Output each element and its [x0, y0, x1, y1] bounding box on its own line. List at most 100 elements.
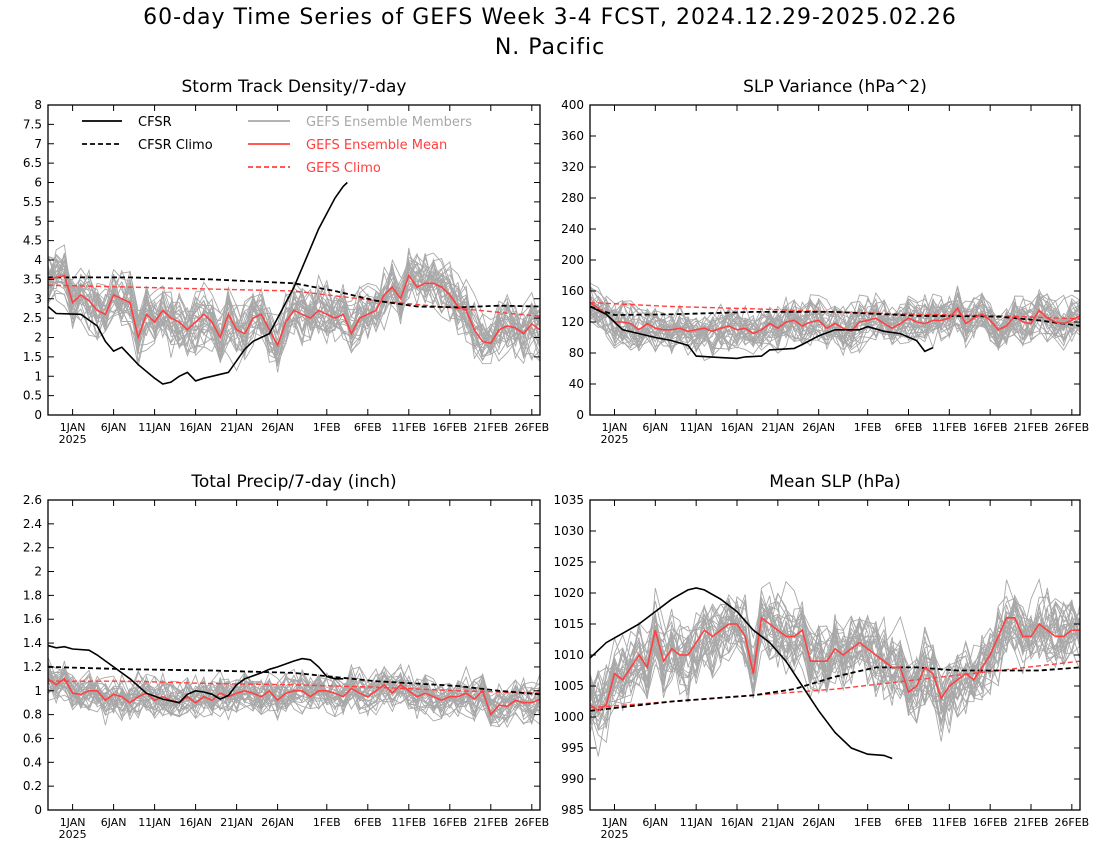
chart-panel-3: Total Precip/7-day (inch)00.20.40.60.811… — [23, 472, 549, 841]
x-tick-label: 6JAN — [101, 816, 127, 829]
series-gefs-climo — [590, 301, 1080, 320]
plot-frame — [47, 104, 541, 416]
x-tick-label: 16FEB — [973, 816, 1008, 829]
y-tick-label: 6 — [34, 176, 42, 190]
x-tick-label: 21JAN — [220, 816, 253, 829]
x-tick-label: 11JAN — [138, 421, 171, 434]
x-tick-label: 16FEB — [432, 421, 467, 434]
x-tick-label: 16FEB — [432, 816, 467, 829]
y-tick-label: 1000 — [553, 710, 584, 724]
ensemble-member-line — [48, 258, 540, 364]
ensemble-member-line — [590, 293, 1080, 353]
ensemble-member-line — [48, 255, 540, 348]
legend-cfsr-climo-label: CFSR Climo — [138, 138, 213, 153]
y-tick-label: 1005 — [553, 679, 584, 693]
ensemble-member-line — [590, 295, 1080, 355]
plot-frame — [47, 499, 541, 811]
y-tick-label: 0.8 — [23, 708, 42, 722]
y-tick-label: 0.2 — [23, 779, 42, 793]
x-tick-label: 1JAN — [60, 816, 86, 829]
legend-members-label: GEFS Ensemble Members — [306, 115, 472, 130]
x-tick-label: 1JAN — [602, 421, 628, 434]
chart-panel-4: Mean SLP (hPa) 985 990 995 1000 1005 1010 1015 1… — [553, 472, 1089, 841]
y-tick-label: 1.6 — [23, 612, 42, 626]
x-tick-label: 26FEB — [1054, 816, 1089, 829]
plot-area — [48, 644, 540, 729]
series-ensemble-mean — [48, 273, 540, 348]
y-tick-label: 5 — [34, 214, 42, 228]
ensemble-members — [590, 282, 1080, 362]
x-year-label: 2025 — [601, 828, 629, 841]
y-tick-label: 1025 — [553, 555, 584, 569]
x-tick-label: 1FEB — [854, 816, 882, 829]
x-tick-label: 21FEB — [1014, 816, 1049, 829]
series-cfsr-climo — [48, 666, 540, 696]
page-title: 60-day Time Series of GEFS Week 3-4 FCST… — [143, 5, 957, 30]
y-tick-label: 7 — [34, 137, 42, 151]
y-tick-label: 1.8 — [23, 588, 42, 602]
chart-panel-2: SLP Variance (hPa^2) 0 40 80 120 160 200 240 280… — [561, 77, 1089, 446]
y-tick-label: 400 — [561, 98, 584, 112]
y-tick-label: 2 — [34, 331, 42, 345]
x-tick-label: 26JAN — [802, 421, 835, 434]
y-tick-label: 280 — [561, 191, 584, 205]
series-ensemble-mean — [48, 677, 540, 717]
ensemble-member-line — [590, 292, 1080, 350]
y-tick-label: 3 — [34, 292, 42, 306]
y-tick-label: 5.5 — [23, 195, 42, 209]
ensemble-member-line — [590, 294, 1080, 349]
y-tick-label: 0 — [34, 408, 42, 422]
x-tick-label: 6JAN — [101, 421, 127, 434]
x-tick-label: 11JAN — [680, 421, 713, 434]
y-tick-label: 1020 — [553, 586, 584, 600]
x-tick-label: 1FEB — [313, 421, 341, 434]
y-tick-label: 0.6 — [23, 731, 42, 745]
y-tick-label: 2.6 — [23, 493, 42, 507]
y-tick-label: 0.4 — [23, 755, 42, 769]
y-tick-label: 3.5 — [23, 272, 42, 286]
x-tick-label: 1FEB — [854, 421, 882, 434]
plot-area — [590, 282, 1080, 362]
x-tick-label: 1JAN — [60, 421, 86, 434]
ensemble-member-line — [48, 666, 540, 725]
x-tick-label: 16JAN — [179, 421, 212, 434]
ensemble-member-line — [590, 577, 1080, 733]
y-tick-label: 985 — [561, 803, 584, 817]
ensemble-member-line — [48, 672, 540, 729]
chart-title: Total Precip/7-day (inch) — [190, 472, 396, 492]
y-tick-label: 360 — [561, 129, 584, 143]
x-tick-label: 21FEB — [1014, 421, 1049, 434]
legend-gefs-climo-label: GEFS Climo — [306, 161, 381, 176]
y-tick-label: 990 — [561, 772, 584, 786]
x-year-label: 2025 — [601, 433, 629, 446]
x-tick-label: 11FEB — [932, 816, 967, 829]
x-tick-label: 21JAN — [220, 421, 253, 434]
y-tick-label: 1035 — [553, 493, 584, 507]
y-tick-label: 1.4 — [23, 636, 42, 650]
ensemble-member-line — [48, 258, 540, 362]
ensemble-member-line — [590, 592, 1080, 709]
y-tick-label: 7.5 — [23, 117, 42, 131]
series-cfsr — [48, 181, 348, 385]
ensemble-member-line — [590, 594, 1080, 757]
x-tick-label: 1JAN — [602, 816, 628, 829]
ensemble-member-line — [590, 601, 1080, 726]
series-cfsr — [590, 305, 934, 360]
y-tick-label: 995 — [561, 741, 584, 755]
legend-ensemble-mean-label: GEFS Ensemble Mean — [306, 138, 447, 153]
ensemble-member-line — [48, 670, 540, 724]
ensemble-member-line — [590, 595, 1080, 718]
ensemble-member-line — [48, 671, 540, 716]
y-tick-label: 2.2 — [23, 541, 42, 555]
ensemble-member-line — [590, 300, 1080, 346]
y-tick-label: 80 — [569, 346, 584, 360]
ensemble-member-line — [590, 296, 1080, 353]
y-tick-label: 8 — [34, 98, 42, 112]
ensemble-member-line — [590, 297, 1080, 349]
y-tick-label: 2.5 — [23, 311, 42, 325]
ensemble-members — [590, 577, 1080, 757]
y-tick-label: 120 — [561, 315, 584, 329]
y-tick-label: 4.5 — [23, 234, 42, 248]
y-tick-label: 4 — [34, 253, 42, 267]
ensemble-member-line — [590, 596, 1080, 722]
